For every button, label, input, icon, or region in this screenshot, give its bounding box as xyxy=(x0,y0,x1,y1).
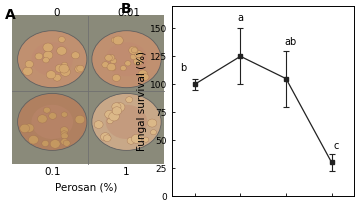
Ellipse shape xyxy=(42,140,49,147)
Text: 0.1: 0.1 xyxy=(44,167,61,177)
Ellipse shape xyxy=(111,37,117,43)
Ellipse shape xyxy=(75,115,85,124)
Ellipse shape xyxy=(106,42,147,76)
Ellipse shape xyxy=(43,107,50,113)
Ellipse shape xyxy=(38,115,47,123)
Ellipse shape xyxy=(46,71,56,79)
Ellipse shape xyxy=(112,103,121,111)
Ellipse shape xyxy=(115,103,125,112)
Ellipse shape xyxy=(53,74,61,81)
Ellipse shape xyxy=(134,58,142,65)
Ellipse shape xyxy=(23,67,33,75)
Ellipse shape xyxy=(61,68,71,76)
Ellipse shape xyxy=(110,58,117,64)
Ellipse shape xyxy=(106,105,147,139)
Ellipse shape xyxy=(103,135,111,142)
Ellipse shape xyxy=(92,31,161,88)
Ellipse shape xyxy=(129,46,138,54)
Ellipse shape xyxy=(92,93,161,150)
Ellipse shape xyxy=(131,47,137,53)
Ellipse shape xyxy=(125,61,131,66)
Text: ab: ab xyxy=(285,37,297,47)
Ellipse shape xyxy=(130,54,137,60)
Bar xyxy=(12,15,164,164)
Ellipse shape xyxy=(20,124,30,133)
Ellipse shape xyxy=(32,42,73,76)
Ellipse shape xyxy=(29,135,38,144)
Text: a: a xyxy=(237,13,243,23)
Ellipse shape xyxy=(120,66,126,71)
Ellipse shape xyxy=(113,36,123,45)
Ellipse shape xyxy=(75,65,84,73)
Ellipse shape xyxy=(24,124,34,132)
Text: 1: 1 xyxy=(123,167,130,177)
Text: c: c xyxy=(334,141,339,151)
Ellipse shape xyxy=(43,57,49,63)
Text: Perosan (%): Perosan (%) xyxy=(55,182,117,192)
Ellipse shape xyxy=(110,66,116,71)
Ellipse shape xyxy=(109,112,119,121)
Ellipse shape xyxy=(18,31,87,88)
Ellipse shape xyxy=(107,118,113,124)
Ellipse shape xyxy=(147,119,157,127)
Text: 0: 0 xyxy=(53,8,60,18)
Ellipse shape xyxy=(105,111,114,118)
Ellipse shape xyxy=(60,127,68,134)
Ellipse shape xyxy=(108,55,115,61)
Ellipse shape xyxy=(72,52,79,59)
Ellipse shape xyxy=(112,107,122,115)
Text: B: B xyxy=(121,2,132,16)
Ellipse shape xyxy=(63,140,70,146)
Ellipse shape xyxy=(101,133,110,141)
Ellipse shape xyxy=(141,74,149,80)
Ellipse shape xyxy=(57,47,67,55)
Ellipse shape xyxy=(150,130,156,135)
Ellipse shape xyxy=(59,64,69,73)
Ellipse shape xyxy=(55,64,65,72)
Text: 0.01: 0.01 xyxy=(117,8,140,18)
Ellipse shape xyxy=(112,74,120,81)
Ellipse shape xyxy=(94,121,103,128)
Ellipse shape xyxy=(135,51,142,58)
Ellipse shape xyxy=(143,137,149,142)
Ellipse shape xyxy=(25,61,34,68)
Ellipse shape xyxy=(58,37,65,42)
Ellipse shape xyxy=(62,62,68,68)
Ellipse shape xyxy=(127,137,135,144)
Ellipse shape xyxy=(126,97,132,103)
Ellipse shape xyxy=(49,113,57,119)
Ellipse shape xyxy=(32,105,73,139)
Ellipse shape xyxy=(61,112,67,117)
Ellipse shape xyxy=(61,131,67,136)
Ellipse shape xyxy=(43,43,53,52)
Ellipse shape xyxy=(105,55,112,61)
Ellipse shape xyxy=(61,139,68,145)
Ellipse shape xyxy=(50,140,60,148)
Ellipse shape xyxy=(77,65,84,72)
Ellipse shape xyxy=(35,53,43,60)
Ellipse shape xyxy=(61,133,68,139)
Ellipse shape xyxy=(18,93,87,150)
Text: b: b xyxy=(180,63,187,73)
Ellipse shape xyxy=(43,51,53,59)
Ellipse shape xyxy=(131,134,142,143)
Ellipse shape xyxy=(102,62,109,68)
Ellipse shape xyxy=(61,66,67,71)
Y-axis label: Fungal survival (%): Fungal survival (%) xyxy=(137,51,147,151)
Ellipse shape xyxy=(138,70,147,78)
Ellipse shape xyxy=(107,63,116,71)
Text: A: A xyxy=(5,8,16,22)
